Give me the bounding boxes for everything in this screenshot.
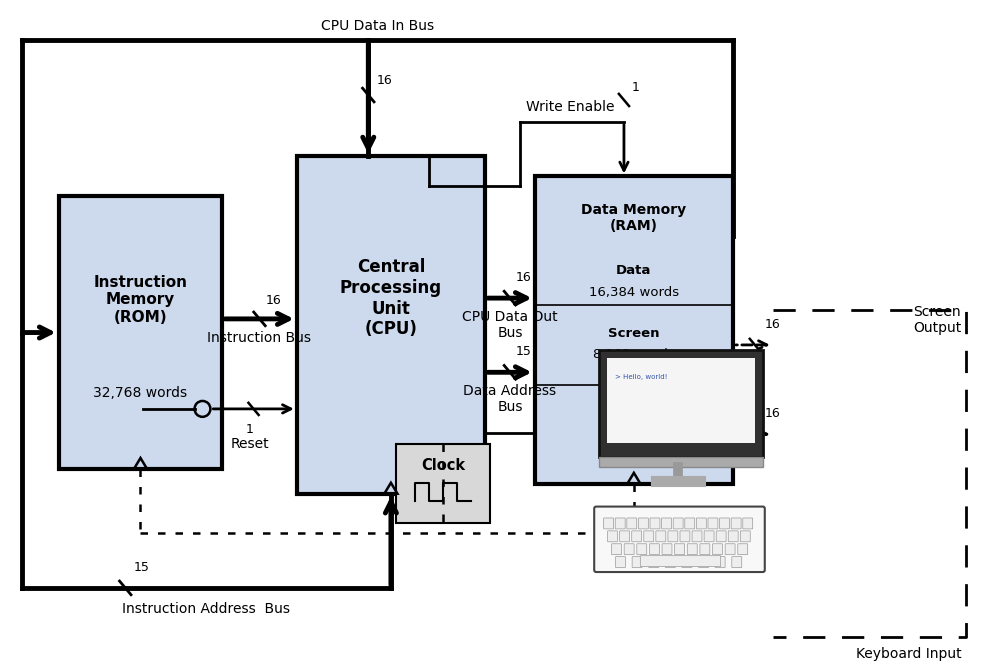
FancyBboxPatch shape	[692, 531, 702, 542]
Bar	[607, 358, 754, 443]
FancyBboxPatch shape	[685, 518, 695, 529]
FancyBboxPatch shape	[699, 556, 709, 568]
FancyBboxPatch shape	[743, 518, 752, 529]
FancyBboxPatch shape	[713, 544, 723, 554]
Bar	[599, 457, 762, 467]
Text: Central
Processing
Unit
(CPU): Central Processing Unit (CPU)	[340, 258, 442, 338]
FancyBboxPatch shape	[666, 556, 676, 568]
Text: 16: 16	[764, 318, 780, 331]
FancyBboxPatch shape	[700, 544, 710, 554]
Text: Reset: Reset	[231, 437, 268, 451]
FancyBboxPatch shape	[616, 556, 626, 568]
Bar	[396, 444, 490, 523]
FancyBboxPatch shape	[732, 556, 742, 568]
Text: Write Enable: Write Enable	[526, 100, 615, 114]
Text: Data Memory
(RAM): Data Memory (RAM)	[581, 203, 687, 233]
Text: 1: 1	[632, 81, 640, 93]
FancyBboxPatch shape	[720, 518, 730, 529]
FancyBboxPatch shape	[716, 556, 726, 568]
Text: Screen: Screen	[608, 327, 660, 339]
FancyBboxPatch shape	[656, 531, 666, 542]
FancyBboxPatch shape	[708, 518, 718, 529]
Bar	[296, 157, 485, 494]
Text: 32,768 words: 32,768 words	[94, 386, 188, 400]
FancyBboxPatch shape	[675, 544, 685, 554]
FancyBboxPatch shape	[650, 544, 660, 554]
FancyBboxPatch shape	[729, 531, 739, 542]
Text: 1 word: 1 word	[611, 425, 657, 439]
FancyBboxPatch shape	[726, 544, 736, 554]
FancyBboxPatch shape	[649, 556, 659, 568]
FancyBboxPatch shape	[682, 556, 692, 568]
FancyBboxPatch shape	[705, 531, 714, 542]
FancyBboxPatch shape	[639, 518, 649, 529]
FancyBboxPatch shape	[688, 544, 698, 554]
FancyBboxPatch shape	[604, 518, 614, 529]
Text: 16: 16	[764, 407, 780, 420]
Text: 1: 1	[246, 423, 253, 435]
Text: Instruction
Memory
(ROM): Instruction Memory (ROM)	[94, 275, 188, 325]
FancyBboxPatch shape	[632, 531, 642, 542]
Text: Keyboard Input: Keyboard Input	[855, 647, 961, 661]
FancyBboxPatch shape	[738, 544, 748, 554]
FancyBboxPatch shape	[741, 531, 750, 542]
Bar	[59, 196, 223, 469]
FancyBboxPatch shape	[662, 518, 672, 529]
Text: Instruction Address  Bus: Instruction Address Bus	[123, 602, 290, 616]
Text: Instruction Bus: Instruction Bus	[208, 331, 311, 345]
Text: 16: 16	[516, 271, 532, 284]
Text: Keyboard: Keyboard	[598, 404, 670, 417]
FancyBboxPatch shape	[668, 531, 678, 542]
Bar	[535, 176, 734, 484]
Text: Clock: Clock	[421, 458, 465, 473]
FancyBboxPatch shape	[641, 556, 721, 566]
Text: 16,384 words: 16,384 words	[589, 286, 679, 299]
FancyBboxPatch shape	[732, 518, 742, 529]
Text: 15: 15	[133, 561, 149, 574]
FancyBboxPatch shape	[717, 531, 727, 542]
FancyBboxPatch shape	[632, 556, 642, 568]
Text: Data Address
Bus: Data Address Bus	[463, 384, 557, 415]
FancyBboxPatch shape	[608, 531, 618, 542]
Text: Data: Data	[616, 264, 652, 277]
FancyBboxPatch shape	[697, 518, 707, 529]
FancyBboxPatch shape	[637, 544, 647, 554]
Text: Screen
Output: Screen Output	[913, 305, 961, 335]
FancyBboxPatch shape	[662, 544, 672, 554]
Text: CPU Data In Bus: CPU Data In Bus	[321, 19, 434, 32]
Text: 8,192 words: 8,192 words	[593, 348, 675, 362]
FancyBboxPatch shape	[612, 544, 622, 554]
FancyBboxPatch shape	[644, 531, 654, 542]
FancyBboxPatch shape	[650, 518, 660, 529]
Text: > Hello, world!: > Hello, world!	[615, 374, 668, 380]
FancyBboxPatch shape	[620, 531, 630, 542]
FancyBboxPatch shape	[674, 518, 683, 529]
Text: 16: 16	[265, 294, 281, 307]
Bar	[599, 350, 762, 457]
FancyBboxPatch shape	[594, 507, 764, 572]
Text: CPU Data Out
Bus: CPU Data Out Bus	[462, 310, 558, 340]
FancyBboxPatch shape	[615, 518, 625, 529]
FancyBboxPatch shape	[627, 518, 637, 529]
Text: 16: 16	[376, 74, 392, 87]
Text: 15: 15	[516, 345, 532, 358]
FancyBboxPatch shape	[624, 544, 634, 554]
FancyBboxPatch shape	[680, 531, 690, 542]
